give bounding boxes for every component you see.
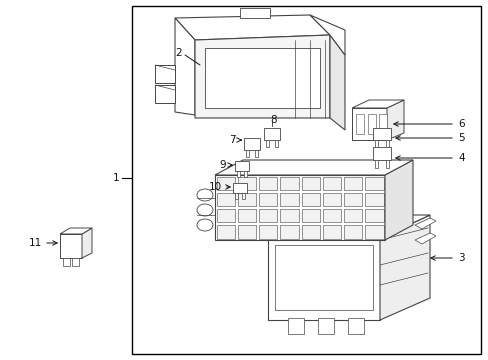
Bar — [343, 193, 362, 206]
Bar — [259, 225, 277, 239]
Bar — [216, 225, 234, 239]
Bar — [265, 140, 268, 147]
Bar — [301, 225, 319, 239]
Bar — [385, 160, 388, 168]
Bar — [372, 147, 390, 160]
Bar — [244, 171, 246, 177]
Bar — [242, 193, 244, 199]
Bar — [287, 318, 304, 334]
Bar — [365, 193, 383, 206]
Bar — [264, 128, 280, 140]
Polygon shape — [386, 100, 403, 140]
Bar — [367, 114, 375, 134]
Bar — [343, 225, 362, 239]
Polygon shape — [414, 233, 435, 244]
Ellipse shape — [197, 189, 213, 201]
Bar — [237, 176, 256, 190]
Bar — [216, 209, 234, 222]
Bar — [374, 140, 377, 147]
Bar — [301, 193, 319, 206]
Text: 4: 4 — [457, 153, 464, 163]
Bar — [215, 175, 384, 240]
Bar — [301, 209, 319, 222]
Bar — [301, 176, 319, 190]
Bar — [240, 8, 269, 18]
Ellipse shape — [197, 204, 213, 216]
Bar — [237, 209, 256, 222]
Polygon shape — [175, 15, 329, 40]
Polygon shape — [384, 160, 412, 240]
Text: 7: 7 — [229, 135, 236, 145]
Bar — [374, 160, 377, 168]
Bar — [237, 193, 256, 206]
Bar — [216, 193, 234, 206]
Polygon shape — [195, 35, 329, 118]
Polygon shape — [351, 108, 386, 140]
Bar — [216, 176, 234, 190]
Ellipse shape — [197, 219, 213, 231]
Bar — [372, 128, 390, 140]
Bar — [155, 85, 175, 103]
Polygon shape — [215, 160, 412, 175]
Polygon shape — [267, 238, 379, 320]
Polygon shape — [175, 18, 195, 115]
Bar — [343, 176, 362, 190]
Bar — [378, 114, 386, 134]
Text: 8: 8 — [270, 115, 277, 125]
Text: 5: 5 — [457, 133, 464, 143]
Text: 6: 6 — [457, 119, 464, 129]
Bar — [259, 176, 277, 190]
Polygon shape — [309, 15, 345, 55]
Bar — [244, 138, 260, 150]
Ellipse shape — [241, 17, 268, 27]
Polygon shape — [60, 234, 82, 258]
Text: 1: 1 — [112, 173, 119, 183]
Bar — [322, 225, 340, 239]
Bar — [322, 176, 340, 190]
Bar — [274, 245, 372, 310]
Bar — [204, 48, 319, 108]
Bar — [365, 209, 383, 222]
Bar — [259, 193, 277, 206]
Polygon shape — [82, 228, 92, 258]
Bar — [237, 171, 240, 177]
Bar — [259, 209, 277, 222]
Polygon shape — [414, 218, 435, 229]
Bar — [237, 225, 256, 239]
Bar — [355, 114, 363, 134]
Bar — [343, 209, 362, 222]
Bar — [365, 176, 383, 190]
Bar — [385, 140, 388, 147]
Bar — [274, 140, 278, 147]
Text: 2: 2 — [175, 48, 182, 58]
Bar — [63, 258, 70, 266]
Bar — [72, 258, 79, 266]
Bar — [280, 225, 298, 239]
Polygon shape — [267, 215, 429, 238]
Text: 3: 3 — [457, 253, 464, 263]
Bar — [322, 193, 340, 206]
Bar — [245, 150, 248, 157]
Bar — [365, 225, 383, 239]
Bar — [280, 176, 298, 190]
Bar — [347, 318, 363, 334]
Bar — [280, 209, 298, 222]
Bar — [155, 65, 175, 83]
Polygon shape — [329, 35, 345, 130]
Bar — [132, 6, 480, 354]
Bar — [317, 318, 333, 334]
Bar — [235, 193, 238, 199]
Polygon shape — [379, 215, 429, 320]
Text: 10: 10 — [208, 182, 222, 192]
Text: 11: 11 — [29, 238, 42, 248]
Bar — [235, 161, 248, 171]
Bar — [322, 209, 340, 222]
Bar — [232, 183, 246, 193]
Text: 9: 9 — [219, 160, 225, 170]
Bar — [280, 193, 298, 206]
Polygon shape — [351, 100, 403, 108]
Polygon shape — [60, 228, 92, 234]
Bar — [254, 150, 258, 157]
